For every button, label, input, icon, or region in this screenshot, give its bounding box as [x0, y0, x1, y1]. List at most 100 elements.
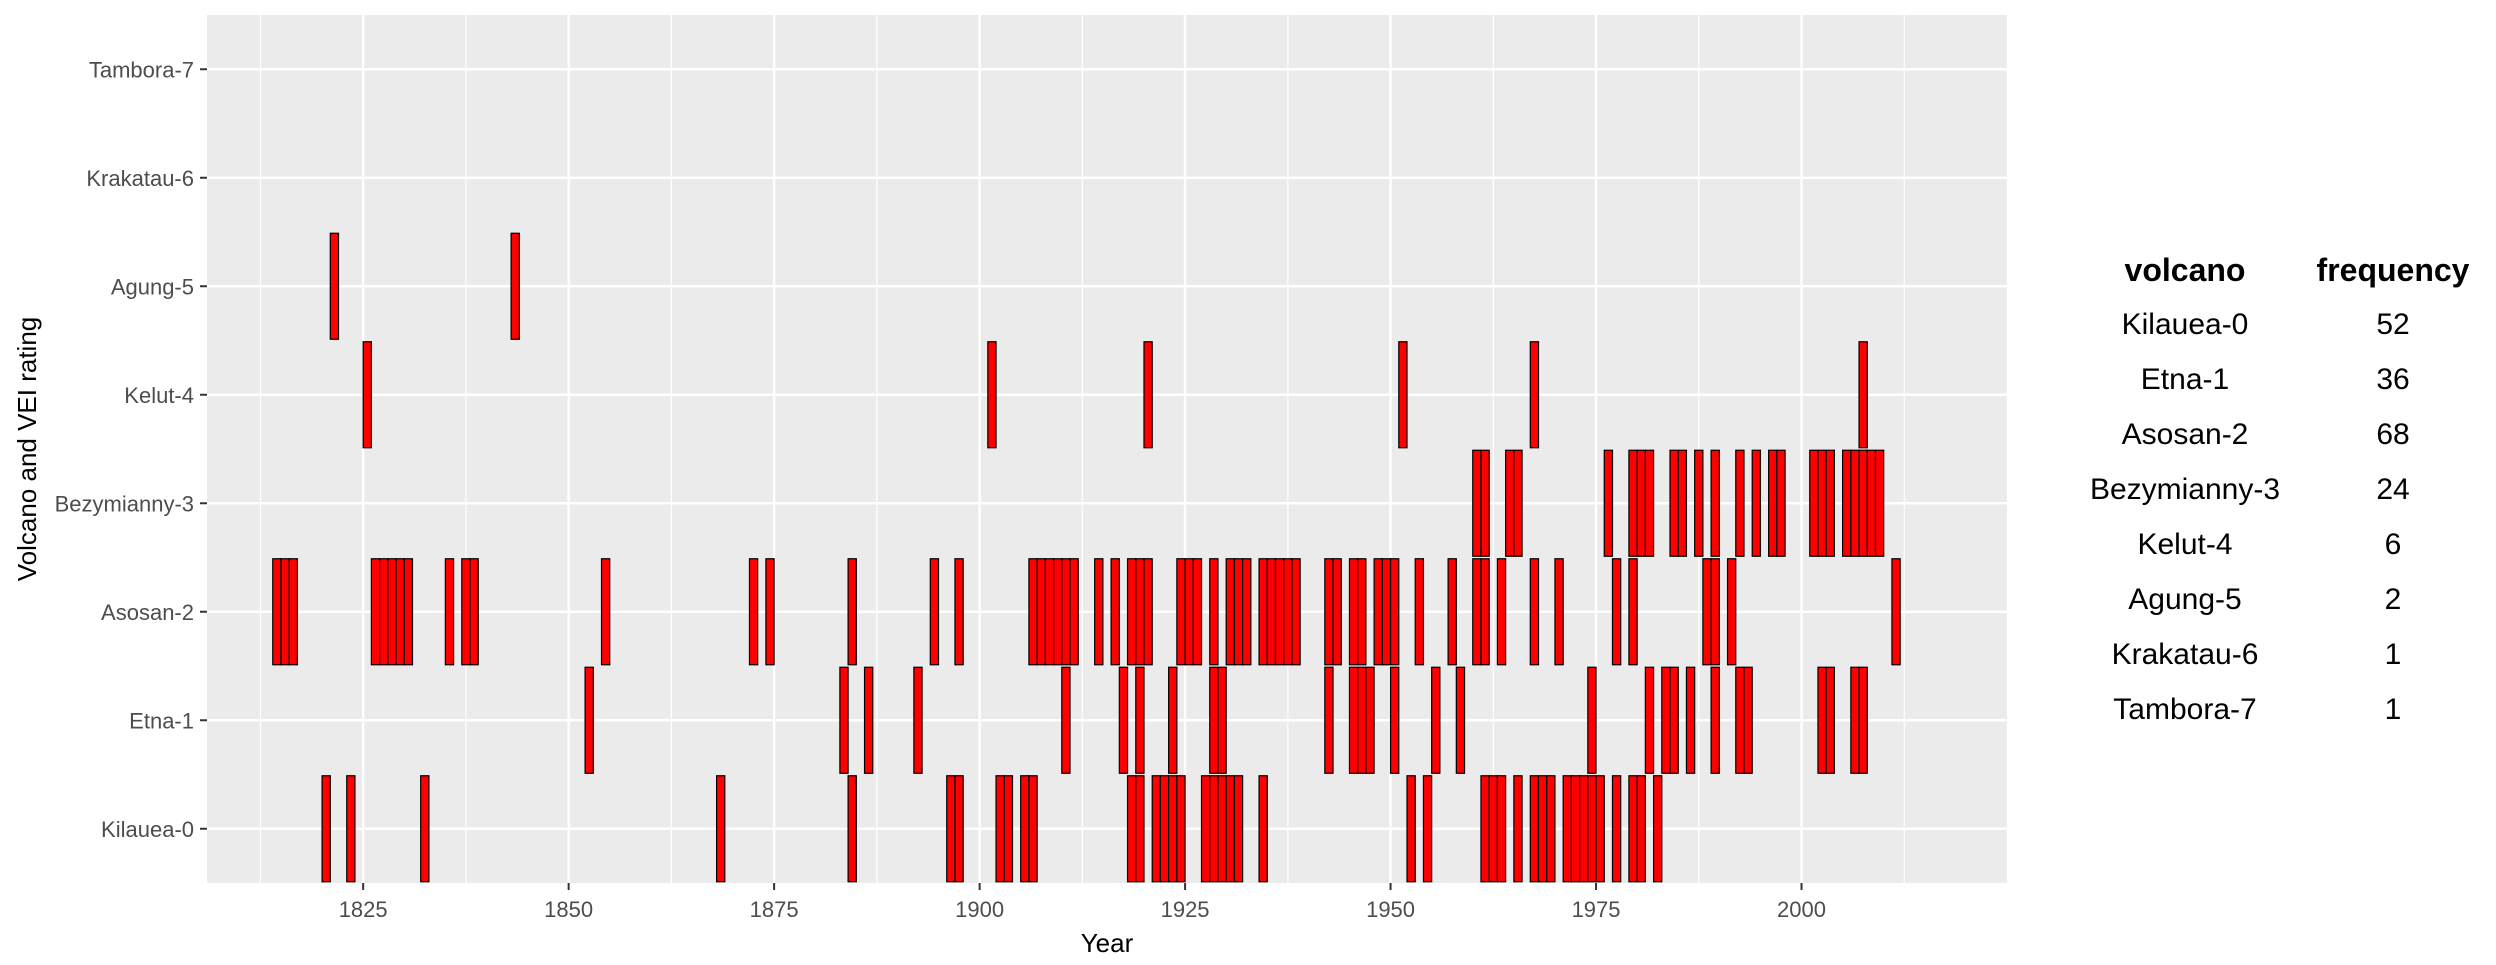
eruption-bar [1825, 666, 1836, 774]
table-row-volcano: Asosan-2 [2122, 418, 2249, 451]
eruption-bar [1381, 558, 1392, 666]
eruption-bar [1126, 558, 1137, 666]
eruption-bar [1710, 666, 1720, 774]
eruption-bar [1061, 558, 1071, 666]
eruption-bar [715, 775, 726, 883]
eruption-bar [379, 558, 389, 666]
eruption-bar [1209, 775, 1219, 883]
eruption-bar [1505, 449, 1515, 557]
eruption-bar [1858, 341, 1868, 449]
eruption-bar [1094, 558, 1104, 666]
eruption-bar [839, 666, 849, 774]
eruption-bar [1850, 449, 1860, 557]
eruption-bar [1447, 558, 1457, 666]
eruption-bar [1685, 666, 1696, 774]
eruption-bar [510, 232, 520, 340]
eruption-bar [1817, 666, 1827, 774]
x-tick-label: 1900 [955, 897, 1004, 922]
frequency-table: volcano frequency Kilauea-0 52 Etna-1 36… [2090, 252, 2470, 726]
eruption-bar [913, 666, 923, 774]
eruption-bar [1143, 558, 1153, 666]
eruption-bar [1611, 775, 1622, 883]
eruption-bar [1529, 558, 1540, 666]
eruption-bar [1496, 558, 1507, 666]
y-tick-label: Kilauea-0 [101, 817, 194, 842]
eruption-bar [1578, 775, 1589, 883]
eruption-bar [1242, 558, 1252, 666]
eruption-bar [1472, 449, 1482, 557]
eruption-bar [1735, 666, 1745, 774]
eruption-bar [1373, 558, 1383, 666]
eruption-bar [1061, 666, 1071, 774]
eruption-bar [1636, 449, 1646, 557]
eruption-bar [1192, 558, 1203, 666]
eruption-bar [1636, 775, 1646, 883]
eruption-bar [1069, 558, 1079, 666]
eruption-bar [1324, 666, 1334, 774]
eruption-bar [1044, 558, 1055, 666]
eruption-bar [1110, 558, 1120, 666]
eruption-bar [1611, 558, 1622, 666]
eruption-bar [444, 558, 455, 666]
eruption-bar [1652, 775, 1663, 883]
table-row-volcano: Kelut-4 [2137, 528, 2232, 561]
eruption-bar [1513, 449, 1523, 557]
eruption-bar [1225, 558, 1236, 666]
eruption-bar [362, 341, 372, 449]
eruption-bar [370, 558, 381, 666]
table-header-frequency: frequency [2317, 252, 2470, 288]
eruption-bar [1258, 775, 1268, 883]
eruption-bar [1480, 775, 1490, 883]
eruption-bar [288, 558, 299, 666]
eruption-bar [1209, 558, 1219, 666]
eruption-bar [1669, 666, 1679, 774]
eruption-bar [1135, 666, 1145, 774]
eruption-bar [847, 775, 857, 883]
eruption-bar [1496, 775, 1507, 883]
eruption-bar [1710, 449, 1720, 557]
eruption-bar [403, 558, 414, 666]
x-tick-label: 1925 [1161, 897, 1210, 922]
eruption-bar [387, 558, 397, 666]
eruption-bar [1710, 558, 1720, 666]
eruption-bar [1858, 449, 1868, 557]
table-header-volcano: volcano [2125, 252, 2246, 288]
eruption-bar [1176, 558, 1186, 666]
eruption-bar [1003, 775, 1014, 883]
table-row-frequency: 1 [2385, 693, 2402, 726]
eruption-bar [1587, 775, 1597, 883]
eruption-bar [1694, 449, 1704, 557]
eruption-bar [1570, 775, 1581, 883]
eruption-bar [1406, 775, 1416, 883]
eruption-bar [1168, 775, 1178, 883]
eruption-bar [395, 558, 405, 666]
y-tick-label: Tambora-7 [89, 57, 194, 82]
y-tick-label: Etna-1 [129, 708, 194, 733]
table-row-frequency: 52 [2376, 308, 2409, 341]
eruption-bar [765, 558, 775, 666]
eruption-bar [1217, 666, 1227, 774]
eruption-bar [1020, 775, 1030, 883]
eruption-bar [1028, 775, 1038, 883]
eruption-bar [1422, 775, 1433, 883]
x-tick-label: 1950 [1366, 897, 1415, 922]
x-tick-label: 1850 [544, 897, 593, 922]
eruption-bar [329, 232, 340, 340]
eruption-bar [1266, 558, 1277, 666]
eruption-bar [1866, 449, 1877, 557]
eruption-bar [1398, 341, 1408, 449]
table-row-frequency: 2 [2385, 583, 2402, 616]
plot-panel [207, 15, 2007, 883]
eruption-bar [1529, 775, 1540, 883]
eruption-bar [1809, 449, 1819, 557]
eruption-bar [954, 775, 964, 883]
eruption-bar [1644, 449, 1655, 557]
eruption-bar [1874, 449, 1885, 557]
eruption-bar [1291, 558, 1301, 666]
eruption-bar [1159, 775, 1170, 883]
eruption-bar [1414, 558, 1425, 666]
eruption-bar [995, 775, 1005, 883]
eruption-bar [1357, 558, 1367, 666]
eruption-bar [1389, 558, 1400, 666]
